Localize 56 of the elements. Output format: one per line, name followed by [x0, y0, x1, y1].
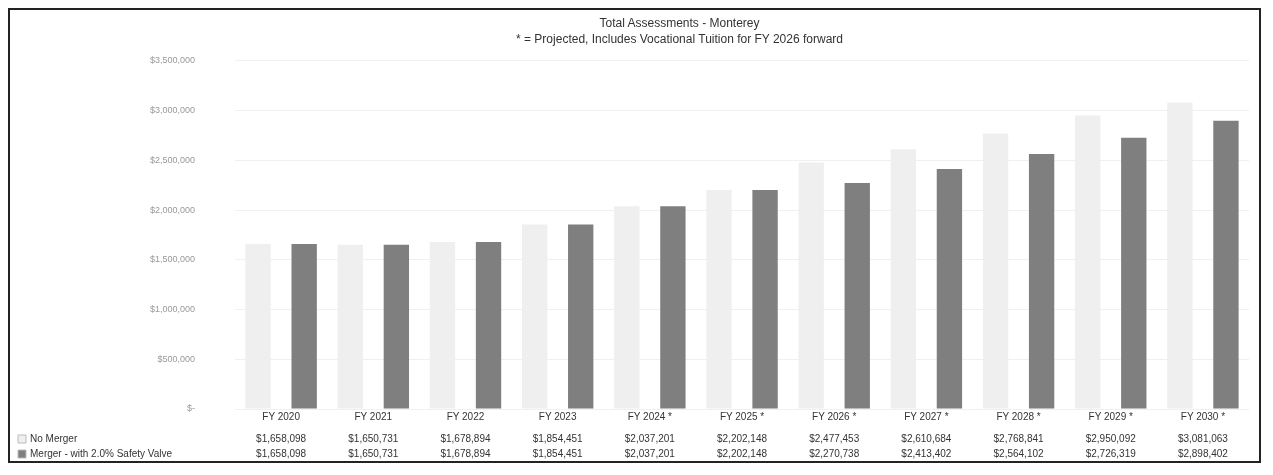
- data-label: $1,658,098: [256, 447, 307, 459]
- data-label: $2,413,402: [901, 447, 952, 459]
- data-label: $1,678,894: [440, 447, 491, 459]
- data-label: $2,202,148: [716, 432, 768, 444]
- chart-subtitle: * = Projected, Includes Vocational Tuition for FY 2026 forward: [516, 31, 843, 46]
- x-tick-label: FY 2030 *: [1180, 410, 1226, 422]
- y-tick-label: $500,000: [157, 353, 196, 364]
- data-label: $2,564,102: [993, 447, 1045, 459]
- x-tick-label: FY 2025 *: [719, 410, 765, 422]
- bar: [383, 244, 410, 409]
- y-tick-label: $-: [187, 403, 196, 414]
- y-tick-label: $3,000,000: [150, 105, 196, 116]
- x-tick-label: FY 2027 *: [904, 410, 949, 422]
- chart-title: Total Assessments - Monterey: [599, 15, 760, 30]
- y-tick-label: $3,500,000: [150, 55, 196, 66]
- data-label: $1,854,451: [532, 447, 584, 459]
- x-tick-label: FY 2028 *: [996, 410, 1041, 422]
- data-label: $1,650,731: [348, 447, 399, 459]
- x-tick-label: FY 2020: [262, 410, 301, 422]
- bar: [844, 183, 870, 409]
- bar: [1028, 153, 1055, 409]
- data-label: $2,037,201: [624, 432, 676, 444]
- legend-label: Merger - with 2.0% Safety Valve: [30, 447, 173, 459]
- bar: [475, 241, 502, 409]
- data-label: $1,658,098: [256, 432, 307, 444]
- y-tick-label: $2,500,000: [150, 154, 196, 165]
- data-label: $1,678,894: [440, 432, 491, 444]
- bar: [291, 244, 317, 409]
- x-tick-label: FY 2024 *: [627, 410, 673, 422]
- data-label: $2,898,402: [1177, 447, 1229, 459]
- bar: [660, 206, 686, 409]
- legend-label: No Merger: [30, 432, 78, 444]
- x-tick-label: FY 2022: [446, 410, 485, 422]
- data-label: $2,477,453: [809, 432, 860, 444]
- data-label: $2,037,201: [624, 447, 676, 459]
- x-tick-label: FY 2023: [538, 410, 577, 422]
- y-tick-label: $2,000,000: [150, 204, 196, 215]
- x-tick-label: FY 2029 *: [1088, 410, 1133, 422]
- data-label: $2,726,319: [1085, 447, 1137, 459]
- bar: [752, 189, 778, 409]
- bar: [1121, 137, 1147, 409]
- data-label: $2,202,148: [716, 447, 768, 459]
- data-label: $2,768,841: [993, 432, 1045, 444]
- x-tick-label: FY 2026 *: [812, 410, 857, 422]
- y-tick-label: $1,500,000: [150, 254, 196, 265]
- data-label: $1,854,451: [532, 432, 584, 444]
- data-label: $3,081,063: [1177, 432, 1229, 444]
- data-label: $2,950,092: [1085, 432, 1137, 444]
- bar: [936, 168, 963, 409]
- y-tick-label: $1,000,000: [150, 304, 196, 314]
- x-tick-label: FY 2021: [354, 410, 393, 422]
- data-label: $2,610,684: [901, 432, 952, 444]
- data-label: $2,270,738: [809, 447, 860, 459]
- data-label: $1,650,731: [348, 432, 399, 444]
- bar: [1213, 120, 1239, 409]
- bar: [568, 224, 594, 409]
